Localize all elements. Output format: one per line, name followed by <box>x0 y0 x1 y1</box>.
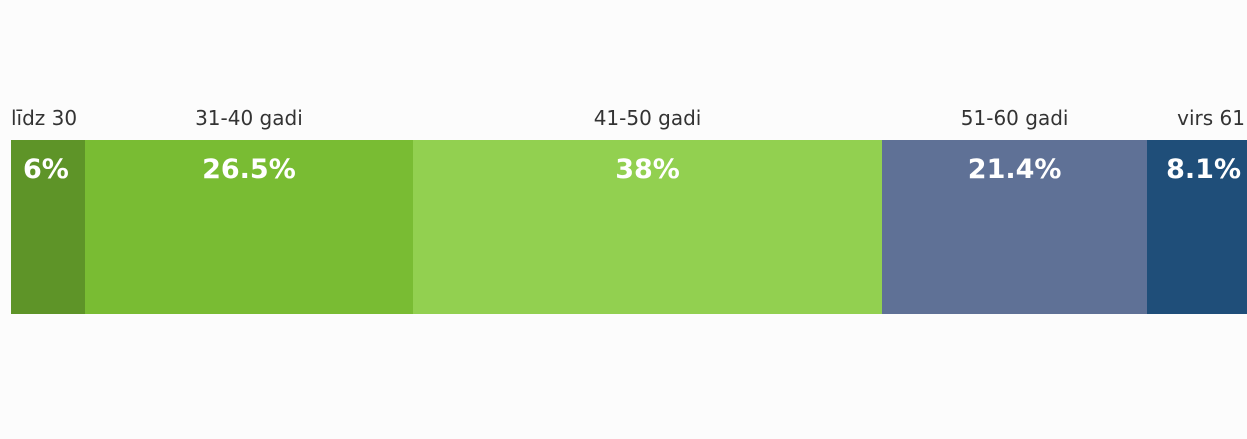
stacked-bar-chart: līdz 30 6% 31-40 gadi 26.5% 41-50 gadi 38% 51-… <box>11 0 1247 439</box>
category-label-2: 31-40 gadi <box>195 106 303 130</box>
bar-segment-4 <box>882 140 1147 314</box>
category-label-3: 41-50 gadi <box>593 106 702 130</box>
value-label-2: 26.5% <box>202 154 296 185</box>
value-label-3: 38% <box>615 154 680 185</box>
bar-segment-5 <box>1146 140 1247 314</box>
value-label-4: 21.4% <box>967 154 1062 185</box>
bar-segment-3 <box>412 140 883 314</box>
bar-segment-1 <box>11 140 86 314</box>
value-label-5: 8.1% <box>1166 154 1241 185</box>
bar-segment-2 <box>85 140 413 314</box>
category-label-5: virs 61 <box>1177 106 1245 130</box>
value-label-1: 6% <box>23 154 69 185</box>
category-label-1: līdz 30 <box>11 106 78 130</box>
category-label-4: 51-60 gadi <box>960 106 1069 130</box>
